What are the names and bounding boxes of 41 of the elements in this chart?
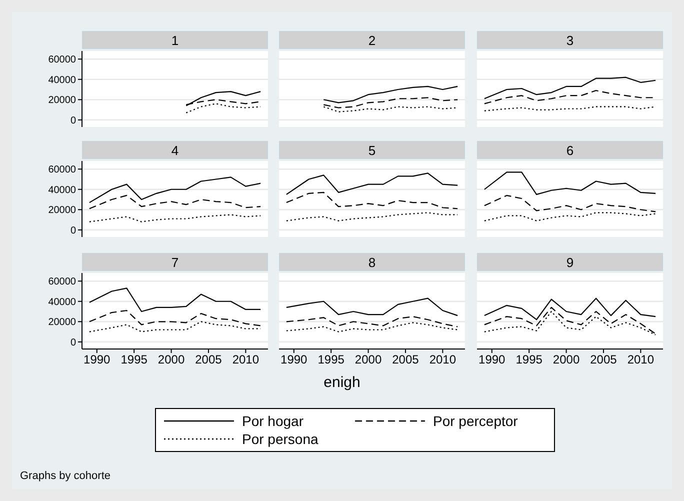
y-tick-label: 20000: [48, 317, 76, 328]
chart-title: 3: [477, 31, 663, 49]
x-tick-label: 2010: [429, 352, 456, 367]
legend-label: Por persona: [242, 431, 318, 447]
chart-title: 8: [279, 253, 465, 271]
x-tick-label: 2000: [552, 352, 580, 367]
y-tick-label: 60000: [48, 276, 76, 288]
y-tick-label: 60000: [48, 54, 76, 66]
chart-title: 6: [477, 141, 663, 159]
y-tick-label: 0: [70, 337, 76, 348]
chart-title: 1: [82, 31, 268, 49]
chart-title: 4: [82, 141, 268, 159]
chart-title: 9: [477, 253, 663, 271]
x-tick-label: 2010: [627, 352, 654, 367]
x-tick-label: 1995: [318, 352, 345, 367]
y-tick-label: 0: [70, 115, 76, 126]
x-tick-label: 2010: [232, 352, 260, 367]
y-tick-label: 20000: [48, 205, 76, 216]
x-tick-label: 1990: [280, 352, 308, 367]
x-tick-label: 2005: [590, 352, 618, 367]
chart-title: 5: [279, 141, 465, 159]
text: Graphs by cohorte: [20, 470, 110, 482]
x-tick-label: 2000: [354, 352, 382, 367]
x-tick-label: 1995: [516, 352, 543, 367]
chart-title: 2: [279, 31, 465, 49]
x-tick-label: 2005: [195, 352, 222, 367]
y-tick-label: 40000: [48, 74, 76, 86]
legend-label: Por perceptor: [433, 413, 518, 429]
chart-title: 7: [82, 253, 268, 271]
y-tick-label: 20000: [48, 95, 76, 106]
y-tick-label: 40000: [48, 296, 76, 308]
x-tick-label: 1990: [84, 352, 111, 367]
y-tick-label: 60000: [48, 164, 76, 176]
y-tick-label: 40000: [48, 184, 76, 196]
y-tick-label: 0: [70, 225, 76, 236]
x-axis-title: enigh: [322, 374, 362, 391]
x-tick-label: 2005: [392, 352, 420, 367]
legend-label: Por hogar: [242, 413, 304, 429]
x-tick-label: 1990: [478, 352, 506, 367]
x-tick-label: 2000: [158, 352, 185, 367]
x-tick-label: 1995: [120, 352, 148, 367]
